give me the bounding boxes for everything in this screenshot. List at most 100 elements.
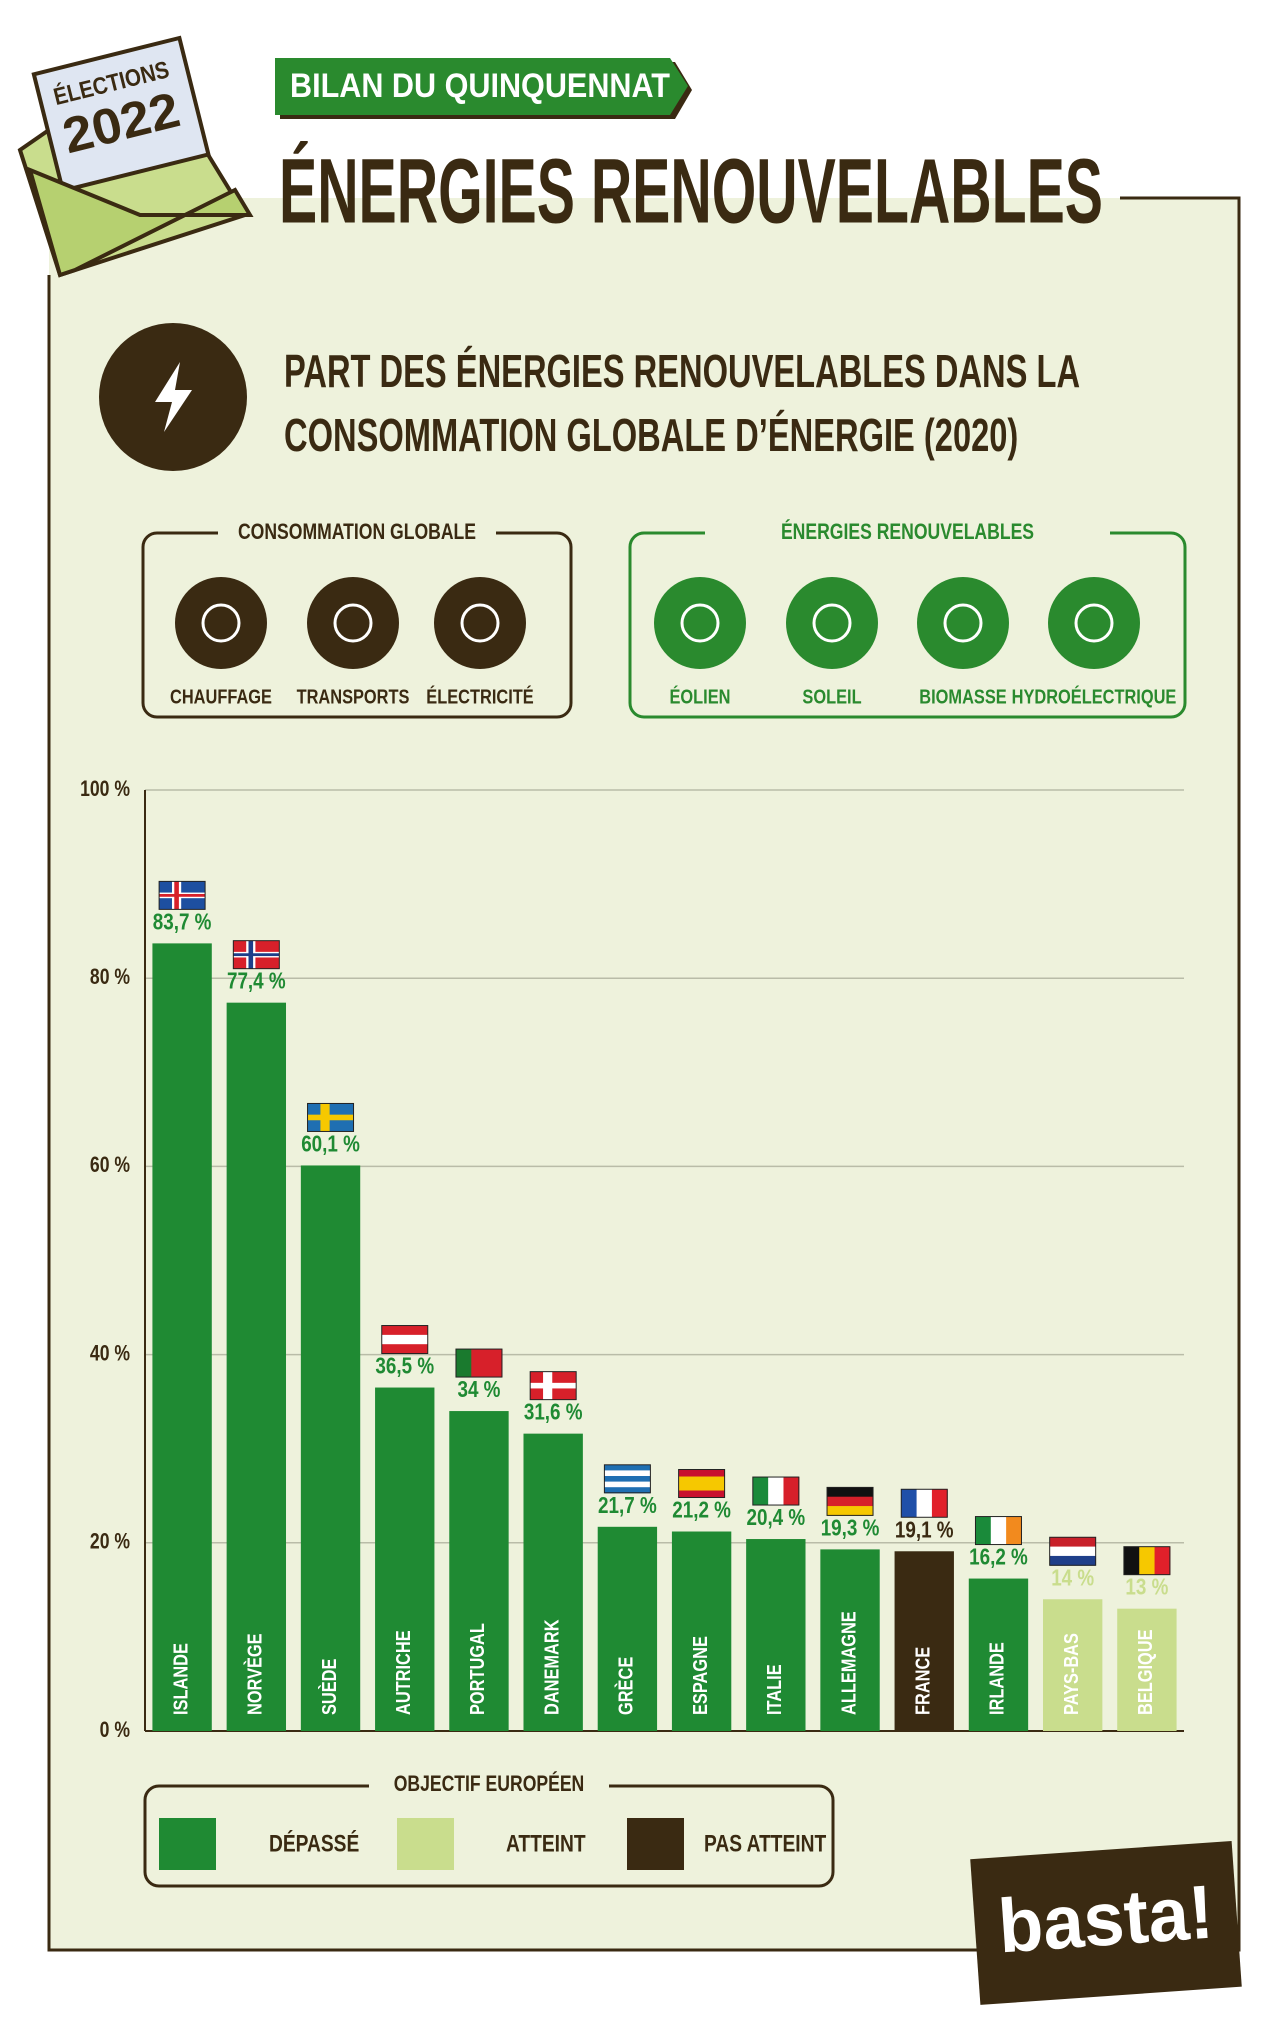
icon-circle [307, 577, 399, 669]
x-tick-label: SUÈDE [317, 1659, 340, 1715]
flag-part [678, 1490, 725, 1499]
x-tick-label: GRÈCE [614, 1657, 637, 1715]
flag [826, 1486, 874, 1516]
flag-part [901, 1489, 918, 1518]
flag [381, 1325, 429, 1355]
bar [523, 1433, 583, 1731]
y-tick-label: 60 % [90, 1153, 130, 1177]
x-tick-label: ALLEMAGNE [837, 1611, 860, 1715]
legend-label: DÉPASSÉ [269, 1829, 359, 1857]
flag-border [529, 1371, 577, 1401]
flag [232, 940, 280, 970]
x-tick-label: ESPAGNE [688, 1636, 711, 1715]
flag-part [530, 1384, 577, 1388]
icon-label: ÉLECTRICITÉ [426, 685, 533, 708]
flag-border [1123, 1546, 1171, 1576]
flag [158, 880, 206, 910]
flag-part [1006, 1516, 1022, 1545]
flag-part [604, 1481, 651, 1488]
flag-border [826, 1486, 874, 1516]
x-tick-label: IRLANDE [985, 1642, 1008, 1715]
flag-part [827, 1506, 874, 1516]
icon-label: SOLEIL [802, 685, 861, 708]
flag-border [900, 1488, 948, 1518]
flag-part [1123, 1546, 1140, 1575]
flag-part [768, 1477, 784, 1506]
flag-part [678, 1469, 725, 1478]
chart-title: PART DES ÉNERGIES RENOUVELABLES DANS LA … [284, 345, 1079, 461]
icon-legend-title: CONSOMMATION GLOBALE [238, 520, 476, 544]
value-label: 13 % [1125, 1575, 1168, 1600]
flag-part [604, 1470, 651, 1477]
logo-text: basta! [996, 1870, 1216, 1970]
bar [820, 1549, 880, 1731]
flag-part [931, 1489, 948, 1518]
flag-part [990, 1516, 1007, 1545]
flag [974, 1516, 1022, 1546]
y-tick-label: 80 % [90, 965, 130, 989]
flag-border [158, 880, 206, 910]
flag-border [381, 1325, 429, 1355]
bar [1117, 1608, 1177, 1731]
flag-part [975, 1516, 992, 1545]
flag-part [381, 1325, 428, 1336]
flag-part [604, 1464, 651, 1471]
flag [1049, 1536, 1097, 1566]
x-tick-label: DANEMARK [540, 1619, 563, 1715]
flag-border [307, 1102, 355, 1132]
flag-part [678, 1483, 725, 1492]
icon-legend-title-bg [218, 520, 496, 546]
flag-part [1049, 1555, 1096, 1566]
icon-glyph [333, 603, 373, 643]
flag [603, 1464, 651, 1494]
bar [226, 1002, 287, 1731]
icon-legend-title-bg [705, 520, 1110, 546]
flag-part [381, 1334, 428, 1345]
flag-part [752, 1477, 769, 1506]
flag-part [381, 1344, 428, 1355]
bar [152, 943, 212, 1731]
icon-glyph [1074, 603, 1114, 643]
icon-label: TRANSPORTS [297, 685, 410, 708]
flag-part [159, 893, 206, 897]
flag-part [827, 1487, 874, 1498]
bar [449, 1411, 509, 1731]
x-tick-label: AUTRICHE [391, 1630, 414, 1715]
icon-circle [1048, 577, 1140, 669]
icon-circle [175, 577, 267, 669]
bar [300, 1165, 361, 1731]
x-tick-label: FRANCE [911, 1647, 934, 1715]
bar [1042, 1599, 1103, 1731]
kicker: BILAN DU QUINQUENNAT [290, 67, 670, 105]
flag-part [678, 1476, 725, 1485]
legend-swatch [627, 1818, 684, 1870]
bar [375, 1387, 435, 1731]
bar [746, 1539, 806, 1731]
flag [455, 1348, 503, 1378]
value-label: 19,3 % [821, 1516, 880, 1541]
icon-glyph [943, 603, 983, 643]
value-label: 21,7 % [598, 1493, 657, 1518]
value-label: 14 % [1051, 1566, 1094, 1591]
value-label: 60,1 % [301, 1132, 360, 1157]
legend-title-bg [369, 1772, 609, 1798]
flag-part [1049, 1546, 1096, 1557]
flag-part [233, 953, 280, 957]
flag-border [603, 1464, 651, 1494]
flag-border [455, 1348, 503, 1378]
legend-swatch [159, 1818, 216, 1870]
flag-part [307, 1116, 354, 1119]
flag [900, 1488, 948, 1518]
icon-label: HYDROÉLECTRIQUE [1012, 685, 1177, 708]
value-label: 31,6 % [524, 1400, 583, 1425]
icon-circle [654, 577, 746, 669]
flag-part [1049, 1537, 1096, 1548]
flag-border [1049, 1536, 1097, 1566]
flag-part [827, 1496, 874, 1507]
flag-border [974, 1516, 1022, 1546]
icon-label: CHAUFFAGE [170, 685, 272, 708]
x-tick-label: ISLANDE [169, 1643, 192, 1715]
flag-part [783, 1477, 800, 1506]
